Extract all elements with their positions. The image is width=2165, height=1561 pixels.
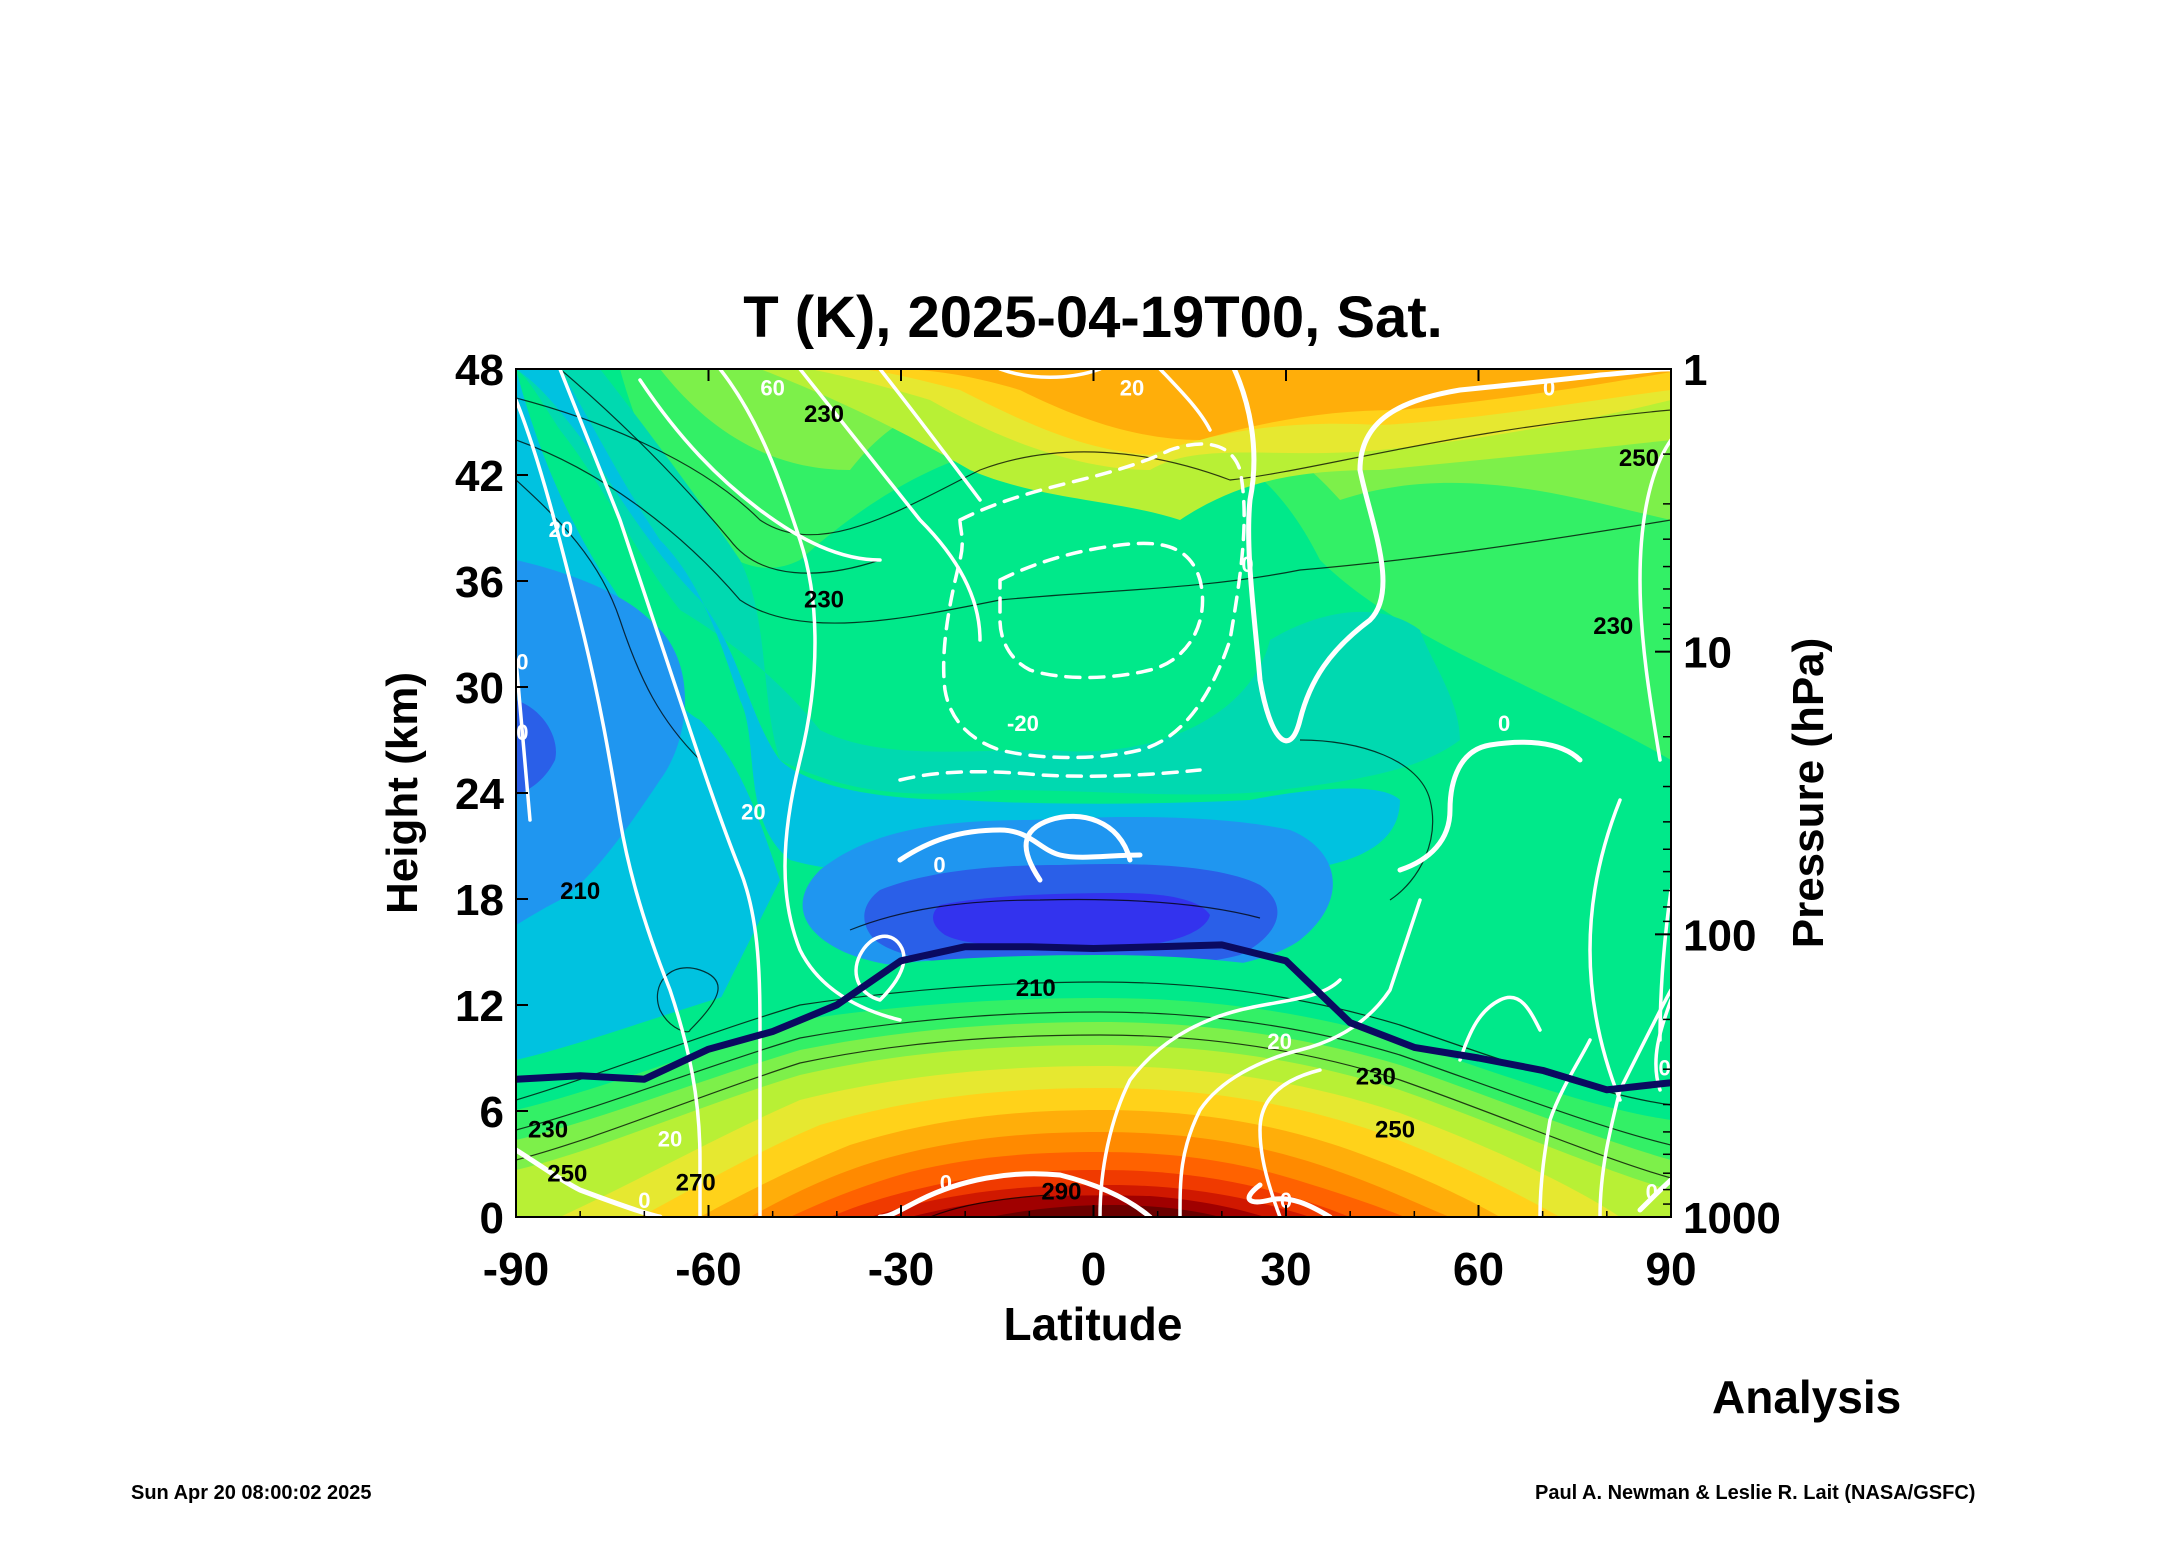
y-tick-label: 48: [455, 346, 504, 395]
wind-label: 20: [658, 1126, 682, 1151]
y2-axis-label: Pressure (hPa): [1784, 638, 1833, 949]
wind-labels: 20 60 20 0 0 -20 20 0 0 20 20 0 0 0 0 0 0 0: [516, 376, 1670, 1214]
y2-tick-label: 1000: [1683, 1194, 1781, 1243]
analysis-label: Analysis: [1712, 1371, 1902, 1423]
x-tick-label: 60: [1453, 1243, 1504, 1295]
y-tick-label: 0: [480, 1194, 504, 1243]
wind-label: -20: [1007, 711, 1039, 736]
wind-label: 0: [940, 1171, 952, 1196]
temperature-labels: 290 270 250 230 210 210 230 250 230 230 250 230: [528, 401, 1659, 1205]
y-axis-label: Height (km): [378, 672, 427, 914]
y-tick-label: 12: [455, 982, 504, 1031]
wind-label: 0: [1498, 711, 1510, 736]
temperature-label: 230: [1593, 613, 1633, 640]
y-tick-label: 30: [455, 664, 504, 713]
wind-label: 0: [638, 1188, 650, 1213]
temperature-label: 230: [528, 1117, 568, 1144]
x-axis: -90 -60 -30 0 30 60 90: [483, 369, 1697, 1295]
y-axis-left: 0 6 12 18 24 30 36 42 48: [455, 346, 528, 1243]
footer-timestamp: Sun Apr 20 08:00:02 2025: [131, 1482, 372, 1504]
temperature-label: 250: [1619, 445, 1659, 472]
x-tick-label: -60: [675, 1243, 741, 1295]
temperature-label: 290: [1041, 1178, 1081, 1205]
wind-label: 20: [1120, 376, 1144, 401]
temperature-isolines: [516, 369, 1671, 1217]
wind-label: 0: [1280, 1188, 1292, 1213]
wind-label: 0: [516, 720, 528, 745]
wind-label: 20: [741, 800, 765, 825]
temperature-label: 250: [547, 1161, 587, 1188]
footer-credits: Paul A. Newman & Leslie R. Lait (NASA/GS…: [1535, 1482, 1976, 1504]
wind-label: 0: [1543, 376, 1555, 401]
y-tick-label: 6: [480, 1088, 504, 1137]
y-tick-label: 36: [455, 558, 504, 607]
temp-band-cold-teal: [516, 369, 1460, 795]
y2-tick-label: 100: [1683, 911, 1756, 960]
temp-band-cold-cyan: [516, 369, 1400, 1110]
x-tick-label: 30: [1260, 1243, 1311, 1295]
wind-label: 20: [549, 517, 573, 542]
wind-label: 0: [1646, 1179, 1658, 1204]
x-tick-label: 90: [1645, 1243, 1696, 1295]
temperature-label: 250: [1375, 1117, 1415, 1144]
y2-tick-label: 1: [1683, 346, 1707, 395]
y-tick-label: 24: [455, 770, 504, 819]
temperature-label: 270: [676, 1170, 716, 1197]
temp-band-cold-violet-tropics: [933, 893, 1210, 948]
wind-label: 60: [760, 376, 784, 401]
temp-band-trop-maroon: [990, 1205, 1220, 1217]
temperature-label: 210: [560, 878, 600, 905]
wind-label: 0: [933, 853, 945, 878]
y2-tick-label: 10: [1683, 629, 1732, 678]
chart-title: T (K), 2025-04-19T00, Sat.: [743, 285, 1443, 350]
wind-label: 20: [1267, 1029, 1291, 1054]
wind-label: 0: [1241, 552, 1253, 577]
temperature-label: 230: [1356, 1064, 1396, 1091]
y-tick-label: 18: [455, 876, 504, 925]
y-tick-label: 42: [455, 452, 504, 501]
temp-band-cold-blue-left: [516, 560, 685, 925]
x-tick-label: -30: [868, 1243, 934, 1295]
x-axis-label: Latitude: [1004, 1298, 1183, 1350]
overlay-lines: [516, 369, 1671, 1217]
x-tick-label: 0: [1081, 1243, 1107, 1295]
temperature-label: 210: [1016, 975, 1056, 1002]
temperature-label: 230: [804, 587, 844, 614]
wind-isolines: [516, 369, 1671, 1217]
plot-area: [516, 369, 1671, 1217]
wind-label: 0: [1658, 1056, 1670, 1081]
y-axis-right: 1000 100 10 1: [1655, 346, 1781, 1243]
tropopause-line: [516, 941, 1671, 1094]
wind-label: 0: [516, 649, 528, 674]
x-tick-label: -90: [483, 1243, 549, 1295]
temperature-label: 230: [804, 401, 844, 428]
